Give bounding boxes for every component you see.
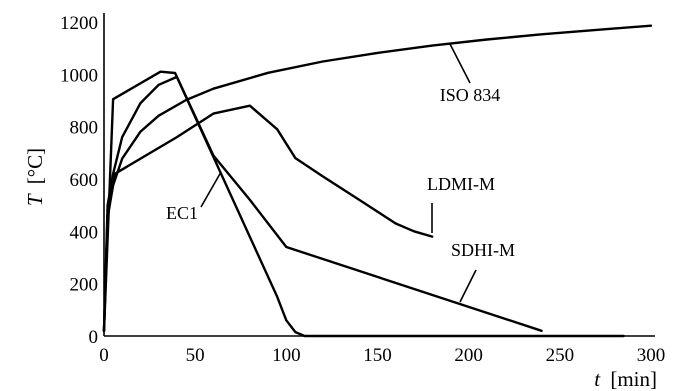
- x-tick-label: 300: [637, 345, 666, 366]
- y-tick-label: 1000: [60, 65, 98, 86]
- y-tick-label: 400: [70, 222, 99, 243]
- x-axis-label: t [min]: [594, 367, 657, 391]
- x-tick-label: 200: [454, 345, 483, 366]
- x-axis-label-unit: [min]: [610, 367, 657, 391]
- y-tick-label: 0: [89, 327, 99, 348]
- x-tick-label: 0: [99, 345, 109, 366]
- x-tick-labels: 0 50 100 150 200 250 300: [99, 345, 665, 366]
- y-tick-labels: 0 200 400 600 800 1000 1200: [60, 13, 98, 348]
- y-axis-label-unit: [°C]: [23, 148, 47, 184]
- x-axis-label-symbol: t: [594, 367, 601, 391]
- series-lines: [102, 24, 653, 338]
- y-axis-label: T [°C]: [23, 148, 47, 206]
- x-tick-label: 50: [186, 345, 205, 366]
- series-line-sdhi-m: [102, 75, 543, 332]
- x-tick-label: 250: [546, 345, 575, 366]
- curve-label-sdhi-m: SDHI-M: [451, 240, 515, 260]
- series-line-ec1: [102, 70, 625, 338]
- x-tick-label: 100: [272, 345, 301, 366]
- leader-line-ec1: [200, 171, 222, 208]
- series-line-ldmi-m: [102, 104, 434, 332]
- curve-label-ec1: EC1: [166, 203, 198, 223]
- y-axis-label-symbol: T: [23, 193, 47, 206]
- axes: [103, 13, 655, 337]
- leader-line-iso-834: [449, 43, 471, 84]
- leader-line-sdhi-m: [459, 269, 477, 303]
- y-tick-label: 600: [70, 170, 99, 191]
- annotations: ISO 834 LDMI-M SDHI-M EC1: [166, 43, 515, 303]
- curve-label-iso-834: ISO 834: [440, 85, 501, 105]
- y-tick-label: 1200: [60, 13, 98, 34]
- curve-label-ldmi-m: LDMI-M: [427, 174, 495, 194]
- series-line-iso-834: [102, 24, 653, 332]
- x-tick-label: 150: [363, 345, 392, 366]
- y-tick-label: 800: [70, 118, 99, 139]
- y-tick-label: 200: [70, 275, 99, 296]
